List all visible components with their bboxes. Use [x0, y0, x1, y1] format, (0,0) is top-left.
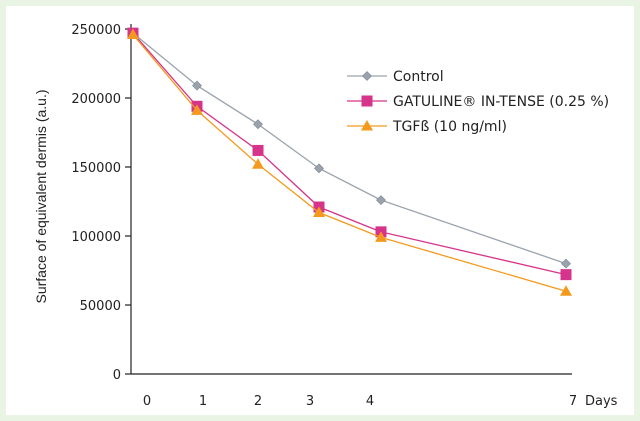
legend-entry: Control [347, 69, 444, 85]
legend-marker [362, 71, 372, 81]
series-line [132, 32, 567, 276]
x-tick-label: 7 [569, 394, 577, 409]
legend-marker [361, 120, 373, 131]
data-point [313, 206, 325, 218]
data-point [560, 285, 572, 296]
x-axis-label: Days [585, 394, 618, 409]
x-tick-label: 4 [366, 394, 374, 409]
x-tick-label: 0 [143, 394, 151, 409]
legend-label: Control [393, 69, 444, 85]
x-tick-label: 1 [199, 394, 207, 409]
legend-label: GATULINE® IN-TENSE (0.25 %) [393, 94, 609, 110]
y-tick-label: 100000 [71, 230, 121, 245]
data-point [561, 258, 571, 269]
axes: 0 50000 100000 150000 200000 250000 0 1 2 3 4 7 Days… [33, 23, 618, 409]
x-tick-label: 3 [306, 394, 314, 409]
x-tick-label: 2 [254, 394, 262, 409]
legend-entry: TGFß (10 ng/ml) [347, 119, 507, 135]
data-point [560, 269, 572, 281]
y-tick-label: 250000 [71, 23, 121, 38]
y-tick-label: 0 [113, 368, 121, 383]
legend: Control GATULINE® IN-TENSE (0.25 %) TGFß (… [347, 69, 609, 135]
y-tick-label: 200000 [71, 92, 121, 107]
data-point [252, 144, 264, 156]
series-2 [127, 28, 572, 296]
legend-entry: GATULINE® IN-TENSE (0.25 %) [347, 94, 609, 110]
data-point [192, 80, 202, 91]
data-point [191, 104, 203, 115]
data-point [314, 163, 324, 174]
data-point [376, 195, 386, 206]
series-layer [127, 27, 572, 296]
data-point [252, 158, 264, 169]
series-line [132, 34, 567, 292]
y-tick-label: 150000 [71, 161, 121, 176]
legend-marker [361, 95, 373, 107]
y-axis-label: Surface of equivalent dermis (a.u.) [33, 90, 49, 304]
data-point [127, 28, 139, 40]
legend-label: TGFß (10 ng/ml) [392, 119, 507, 135]
data-point [253, 119, 263, 130]
series-line [132, 32, 567, 265]
y-tick-label: 50000 [80, 299, 121, 314]
data-point [375, 231, 387, 242]
